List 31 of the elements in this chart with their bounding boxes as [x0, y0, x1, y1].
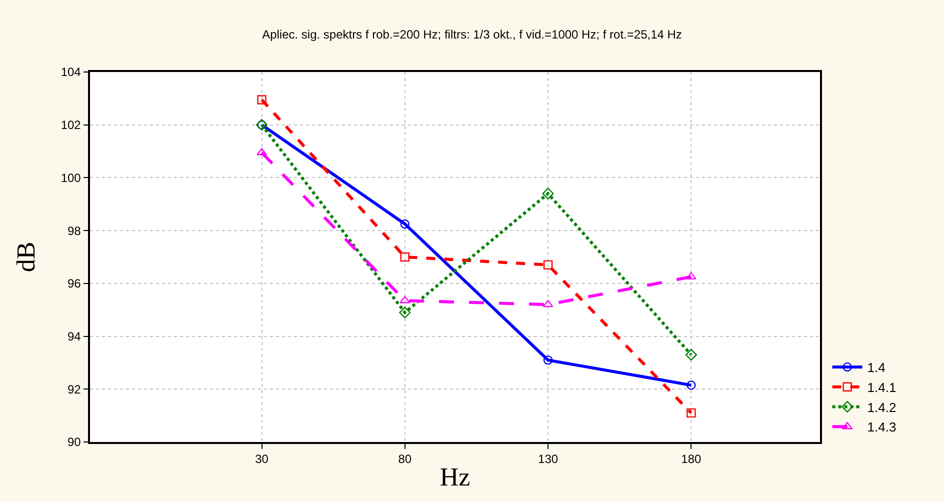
point [543, 355, 553, 365]
y-tick-label: 90 [67, 435, 82, 450]
y-tick-label: 100 [60, 170, 82, 185]
x-tick-label: 30 [255, 452, 269, 466]
point [399, 306, 411, 318]
x-axis-title: Hz [440, 462, 470, 492]
x-tick-label: 80 [398, 452, 412, 466]
y-tick-label: 92 [67, 382, 82, 396]
legend-label: 1.4.2 [867, 400, 896, 415]
x-tick-label: 130 [538, 452, 558, 466]
point [400, 219, 410, 229]
legend-label: 1.4.3 [867, 420, 896, 435]
point [686, 380, 696, 390]
point [400, 252, 410, 262]
point [685, 348, 697, 361]
point [543, 260, 553, 270]
y-axis-title: dB [12, 242, 41, 272]
legend-label: 1.4.1 [867, 380, 896, 395]
point [257, 95, 266, 104]
point [542, 300, 554, 308]
y-tick-label: 98 [67, 224, 82, 238]
legend-label: 1.4 [867, 360, 886, 376]
y-tick-label: 94 [67, 329, 82, 344]
point [256, 148, 267, 156]
y-tick-label: 104 [60, 65, 82, 80]
y-tick-label: 102 [60, 118, 82, 132]
chart-title: Apliec. sig. spektrs f rob.=200 Hz; filtrs: 1/3 okt., f vid.=1000 Hz; f rot.=25,14 Hz [262, 28, 682, 42]
x-tick-label: 180 [681, 452, 702, 466]
point [542, 188, 554, 200]
point [686, 408, 696, 418]
y-tick-label: 96 [67, 276, 82, 291]
